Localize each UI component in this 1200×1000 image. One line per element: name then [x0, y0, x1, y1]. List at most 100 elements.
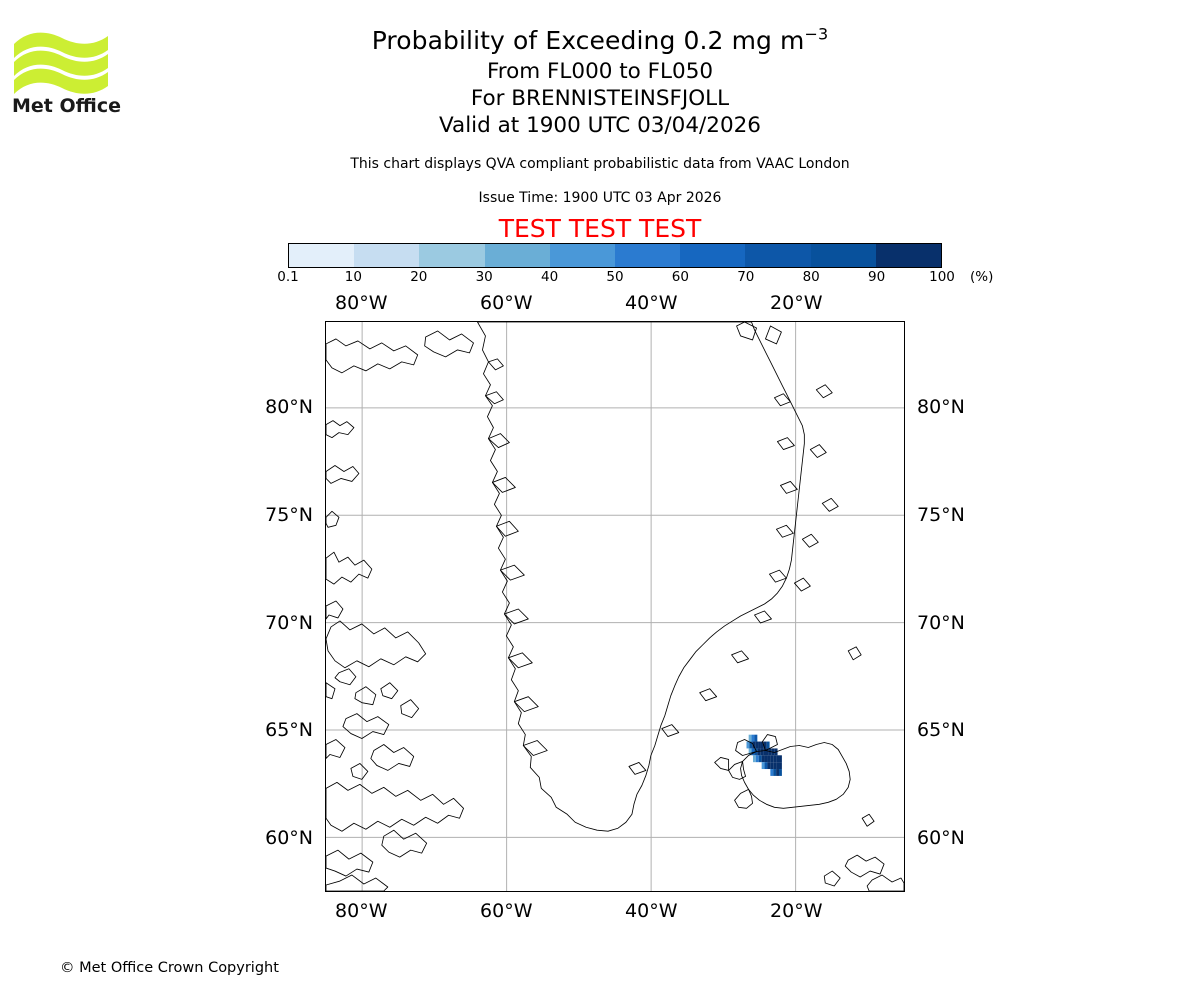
lon-tick-60°W-bottom: 60°W — [480, 900, 533, 922]
ash-cell — [776, 762, 780, 770]
lon-tick-20°W-top: 20°W — [770, 292, 823, 314]
ash-cell — [764, 762, 768, 770]
lat-tick-80°N-right: 80°N — [917, 396, 965, 419]
ash-cell — [776, 769, 780, 776]
ash-cell — [770, 769, 774, 776]
ash-cell — [748, 748, 752, 756]
colorbar-tick-50: 50 — [606, 269, 624, 285]
colorbar-tick-40: 40 — [541, 269, 559, 285]
ash-cell — [773, 769, 777, 776]
colorbar-bands — [288, 243, 942, 268]
ash-cell — [773, 762, 777, 770]
ash-cell — [746, 741, 750, 749]
chart-title-block: Probability of Exceeding 0.2 mg m−3 From… — [180, 24, 1020, 139]
colorbar-band-70-80 — [745, 244, 811, 267]
colorbar-band-50-60 — [615, 244, 681, 267]
ash-cell — [751, 748, 755, 756]
ash-cell — [766, 741, 770, 749]
page-title-exponent: −3 — [804, 24, 829, 44]
met-office-logo: Met Office — [12, 22, 122, 117]
chart-data-note: This chart displays QVA compliant probab… — [350, 156, 850, 172]
ash-cell — [779, 755, 782, 763]
colorbar-band-20-30 — [419, 244, 485, 267]
lat-tick-65°N-left: 65°N — [265, 719, 313, 742]
ash-cell — [761, 762, 765, 770]
ash-cell — [770, 755, 774, 763]
lon-tick-60°W-top: 60°W — [480, 292, 533, 314]
ash-cell — [749, 741, 753, 749]
test-banner: TEST TEST TEST — [498, 214, 702, 243]
ash-cell — [764, 755, 768, 763]
lat-tick-60°N-left: 60°N — [265, 827, 313, 850]
colorbar-tick-90: 90 — [868, 269, 886, 285]
colorbar-band-0.1-10 — [289, 244, 355, 267]
ash-cell — [773, 755, 777, 763]
lat-tick-65°N-right: 65°N — [917, 719, 965, 742]
met-office-wave-mark — [14, 32, 108, 94]
ash-cell — [758, 741, 761, 749]
colorbar-band-80-90 — [810, 244, 876, 267]
lat-tick-70°N-left: 70°N — [265, 611, 313, 634]
greenland-outline — [477, 322, 805, 832]
ash-cell — [755, 741, 759, 749]
subtitle-flight-levels: From FL000 to FL050 — [486, 59, 714, 84]
subtitle-volcano: For BRENNISTEINSFJOLL — [470, 86, 730, 111]
page-title-text: Probability of Exceeding 0.2 mg m — [371, 26, 805, 55]
lon-tick-20°W-bottom: 20°W — [770, 900, 823, 922]
ash-cell — [751, 734, 755, 742]
coastlines — [326, 322, 904, 891]
colorbar-tick-labels: 0.1 10 20 30 40 50 60 70 80 90 100 — [277, 269, 955, 287]
met-office-logo-text: Met Office — [12, 95, 121, 117]
colorbar-units-label: (%) — [970, 269, 994, 285]
ash-cell — [760, 741, 764, 749]
lat-tick-80°N-left: 80°N — [265, 396, 313, 419]
map-plot-area — [325, 321, 905, 892]
ash-cell — [779, 769, 782, 776]
ash-cell — [760, 748, 764, 756]
ash-cell — [761, 755, 765, 763]
ash-cell — [763, 741, 767, 749]
reykjanes-peninsula — [728, 761, 746, 780]
ash-cell — [748, 734, 752, 742]
ash-cell — [755, 755, 759, 763]
lon-tick-40°W-bottom: 40°W — [625, 900, 678, 922]
colorbar-tick-0.1: 0.1 — [277, 269, 299, 285]
page-title: Probability of Exceeding 0.2 mg m−3 — [180, 24, 1020, 58]
ash-cell — [776, 755, 780, 763]
colorbar-tick-100: 100 — [929, 269, 955, 285]
ash-cell — [757, 748, 761, 756]
colorbar-band-90-100 — [875, 244, 942, 267]
probability-colorbar — [288, 243, 942, 268]
copyright-notice: © Met Office Crown Copyright — [60, 960, 279, 976]
subtitle-valid-time: Valid at 1900 UTC 03/04/2026 — [438, 113, 761, 138]
iceland-outline — [740, 742, 851, 809]
issue-time-label: Issue Time: 1900 UTC 03 Apr 2026 — [478, 190, 722, 206]
ash-cell — [767, 755, 771, 763]
ash-cell — [758, 755, 762, 763]
colorbar-band-40-50 — [549, 244, 616, 267]
colorbar-tick-70: 70 — [737, 269, 755, 285]
lat-tick-60°N-right: 60°N — [917, 827, 965, 850]
lat-tick-75°N-right: 75°N — [917, 503, 965, 526]
ash-cell — [754, 734, 758, 742]
jan-mayen — [847, 646, 862, 661]
graticule-gridlines — [326, 322, 904, 891]
ash-cell — [767, 762, 771, 770]
ash-cell — [763, 748, 767, 756]
lon-tick-80°W-top: 80°W — [335, 292, 388, 314]
ash-cell — [766, 748, 769, 756]
colorbar-tick-10: 10 — [344, 269, 362, 285]
colorbar-tick-30: 30 — [475, 269, 493, 285]
colorbar-tick-80: 80 — [802, 269, 820, 285]
lon-tick-80°W-bottom: 80°W — [335, 900, 388, 922]
lon-tick-40°W-top: 40°W — [625, 292, 678, 314]
colorbar-tick-60: 60 — [671, 269, 689, 285]
colorbar-band-60-70 — [680, 244, 746, 267]
colorbar-band-30-40 — [484, 244, 550, 267]
colorbar-tick-20: 20 — [410, 269, 428, 285]
ash-cell — [779, 762, 782, 770]
ash-cell — [770, 762, 774, 770]
map-canvas — [326, 322, 904, 891]
colorbar-band-10-20 — [354, 244, 420, 267]
ash-cell — [752, 755, 756, 763]
